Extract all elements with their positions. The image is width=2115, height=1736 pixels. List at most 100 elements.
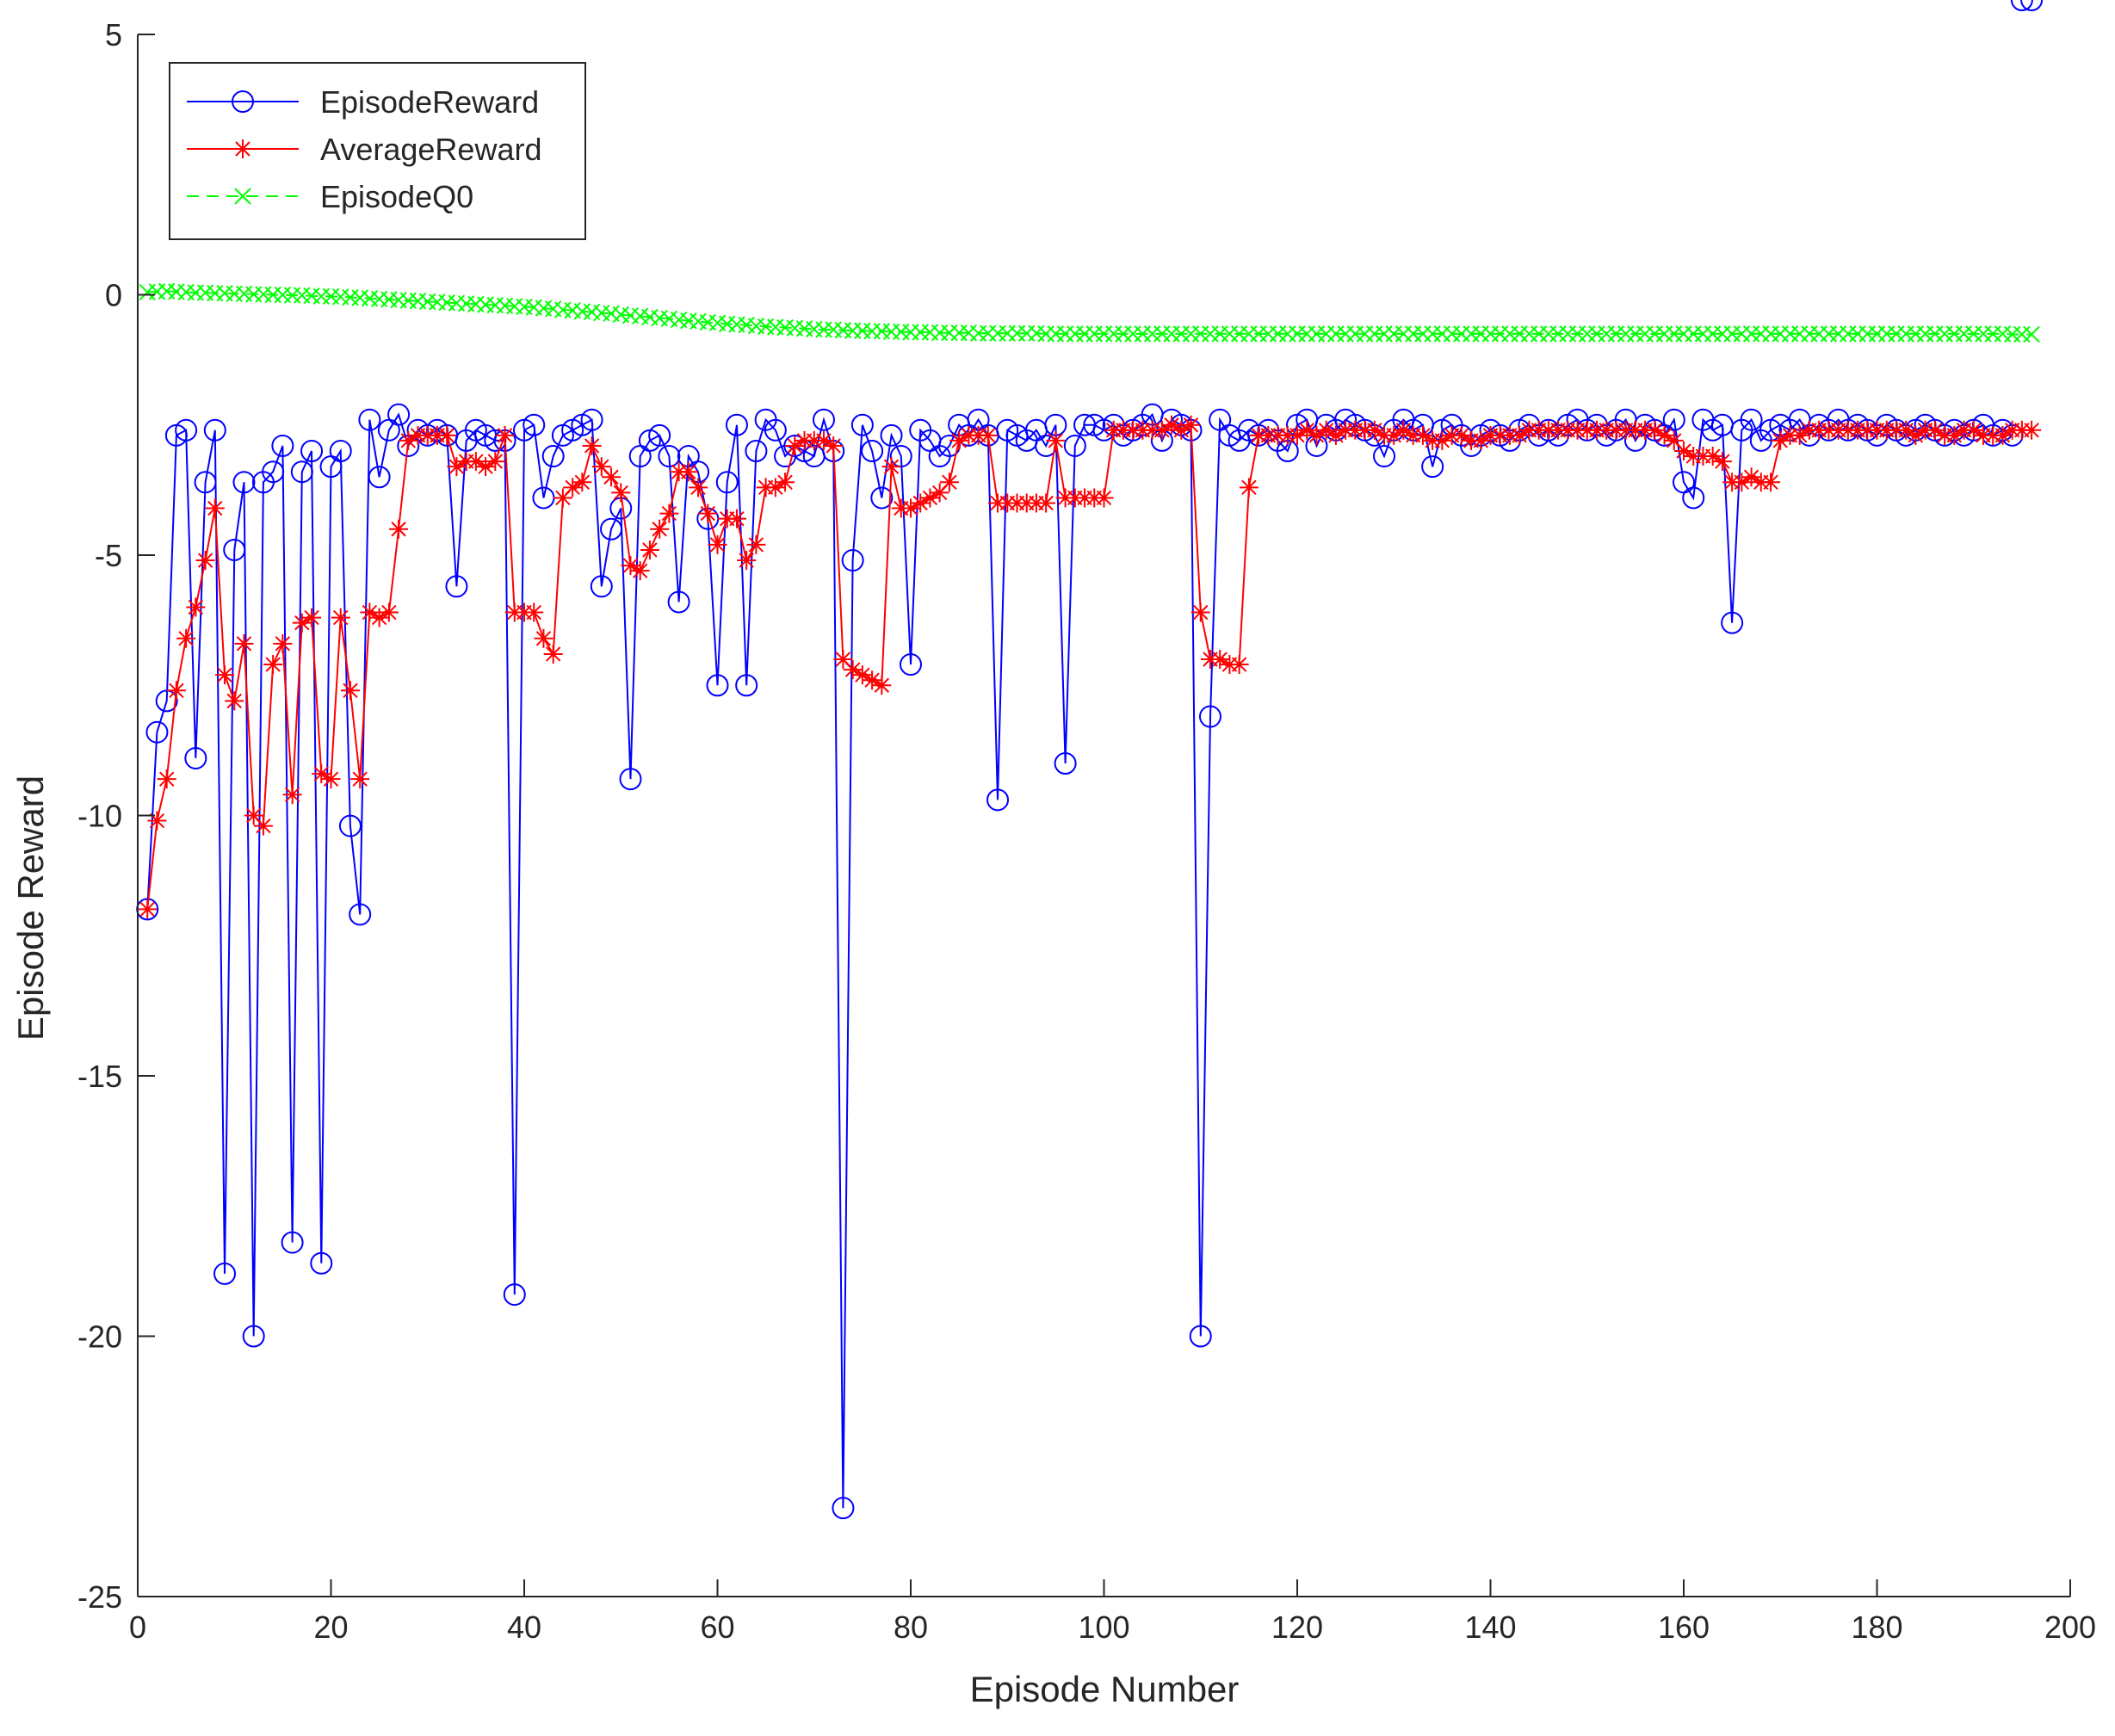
data-point-averagereward xyxy=(302,608,322,627)
data-point-averagereward xyxy=(1181,415,1201,435)
data-point-averagereward xyxy=(1636,420,1655,440)
data-point-averagereward xyxy=(1558,420,1578,440)
data-point-averagereward xyxy=(1712,452,1732,472)
data-point-averagereward xyxy=(225,691,244,711)
data-point-averagereward xyxy=(1664,430,1684,450)
data-point-episodereward xyxy=(841,549,864,572)
data-point-averagereward xyxy=(515,602,534,622)
data-point-averagereward xyxy=(1771,430,1790,450)
data-point-episodereward xyxy=(281,1231,304,1254)
data-point-averagereward xyxy=(572,473,592,492)
data-point-averagereward xyxy=(2022,420,2042,440)
data-point-averagereward xyxy=(1065,488,1085,508)
data-point-averagereward xyxy=(2012,420,2032,440)
y-tick-label: -5 xyxy=(95,538,122,573)
data-point-episodereward xyxy=(986,788,1010,812)
data-point-averagereward xyxy=(630,561,650,581)
data-point-averagereward xyxy=(1945,425,1964,445)
data-point-averagereward xyxy=(746,534,766,554)
data-point-averagereward xyxy=(524,602,544,622)
data-point-averagereward xyxy=(282,785,302,805)
data-point-averagereward xyxy=(147,811,167,831)
data-point-averagereward xyxy=(427,425,447,445)
data-point-averagereward xyxy=(813,430,833,450)
data-point-averagereward xyxy=(437,425,457,445)
data-point-averagereward xyxy=(920,488,940,508)
data-point-averagereward xyxy=(1973,425,1993,445)
data-point-episodereward xyxy=(300,440,324,462)
data-point-averagereward xyxy=(1828,420,1848,440)
data-point-averagereward xyxy=(1732,473,1752,492)
data-point-averagereward xyxy=(205,498,225,518)
data-point-averagereward xyxy=(640,540,659,559)
data-point-averagereward xyxy=(901,498,920,518)
data-point-averagereward xyxy=(234,633,254,653)
data-point-episodereward xyxy=(223,538,246,561)
data-point-averagereward xyxy=(1394,420,1413,440)
data-point-averagereward xyxy=(1075,488,1095,508)
y-tick-label: 5 xyxy=(105,17,122,53)
data-point-episodereward xyxy=(1682,486,1705,510)
data-point-averagereward xyxy=(998,493,1017,513)
data-point-episodereward xyxy=(523,413,546,436)
data-point-episodereward xyxy=(445,575,468,598)
data-point-averagereward xyxy=(930,483,949,503)
data-point-averagereward xyxy=(650,519,670,539)
data-point-averagereward xyxy=(1210,650,1230,669)
data-point-averagereward xyxy=(1258,425,1278,445)
legend-item-averagereward: AverageReward xyxy=(187,132,541,167)
data-point-averagereward xyxy=(582,436,602,455)
data-point-episodereward xyxy=(764,418,787,442)
data-point-averagereward xyxy=(1036,493,1056,513)
data-point-averagereward xyxy=(1336,420,1356,440)
data-point-averagereward xyxy=(1848,420,1868,440)
data-point-averagereward xyxy=(1288,425,1307,445)
data-point-episodereward xyxy=(1373,445,1396,468)
data-point-averagereward xyxy=(1104,420,1123,440)
data-point-averagereward xyxy=(1297,420,1317,440)
data-point-averagereward xyxy=(1413,425,1432,445)
data-point-averagereward xyxy=(1963,420,1983,440)
data-point-episodereward xyxy=(213,1262,237,1285)
data-point-episodereward xyxy=(1662,408,1685,431)
data-point-averagereward xyxy=(1741,467,1761,487)
data-point-averagereward xyxy=(1490,425,1510,445)
data-point-episodereward xyxy=(1189,1325,1212,1348)
data-point-averagereward xyxy=(776,473,795,492)
data-point-episodereward xyxy=(619,768,642,791)
data-point-averagereward xyxy=(1403,425,1423,445)
data-point-averagereward xyxy=(273,633,293,653)
data-point-averagereward xyxy=(1645,420,1665,440)
data-point-averagereward xyxy=(1172,420,1191,440)
data-point-averagereward xyxy=(1142,420,1162,440)
data-point-averagereward xyxy=(1877,420,1896,440)
data-point-episodereward xyxy=(600,517,623,541)
data-point-averagereward xyxy=(1500,425,1519,445)
data-point-averagereward xyxy=(1993,425,2013,445)
series-line-episodeq0 xyxy=(147,290,2032,336)
data-point-averagereward xyxy=(1471,430,1491,450)
data-point-averagereward xyxy=(1790,425,1809,445)
data-point-episodereward xyxy=(541,445,565,468)
data-point-averagereward xyxy=(1693,447,1713,466)
data-point-averagereward xyxy=(2002,420,2022,440)
data-point-averagereward xyxy=(1094,488,1114,508)
data-point-averagereward xyxy=(312,764,331,784)
data-point-averagereward xyxy=(1364,420,1384,440)
legend-marker-episodereward xyxy=(232,90,254,113)
series-episodeq0 xyxy=(139,282,2040,343)
data-point-averagereward xyxy=(176,628,196,648)
data-point-averagereward xyxy=(708,534,727,554)
data-point-episodereward xyxy=(503,1283,526,1307)
data-point-averagereward xyxy=(1277,425,1297,445)
data-point-episodereward xyxy=(1740,408,1763,431)
data-point-episodereward xyxy=(715,471,739,494)
data-point-averagereward xyxy=(1190,602,1210,622)
data-point-averagereward xyxy=(350,769,370,789)
data-point-episodereward xyxy=(706,674,729,697)
data-point-episodereward xyxy=(242,1325,265,1348)
data-point-averagereward xyxy=(1586,420,1606,440)
y-tick-label: -20 xyxy=(77,1319,122,1355)
data-point-averagereward xyxy=(408,425,428,445)
